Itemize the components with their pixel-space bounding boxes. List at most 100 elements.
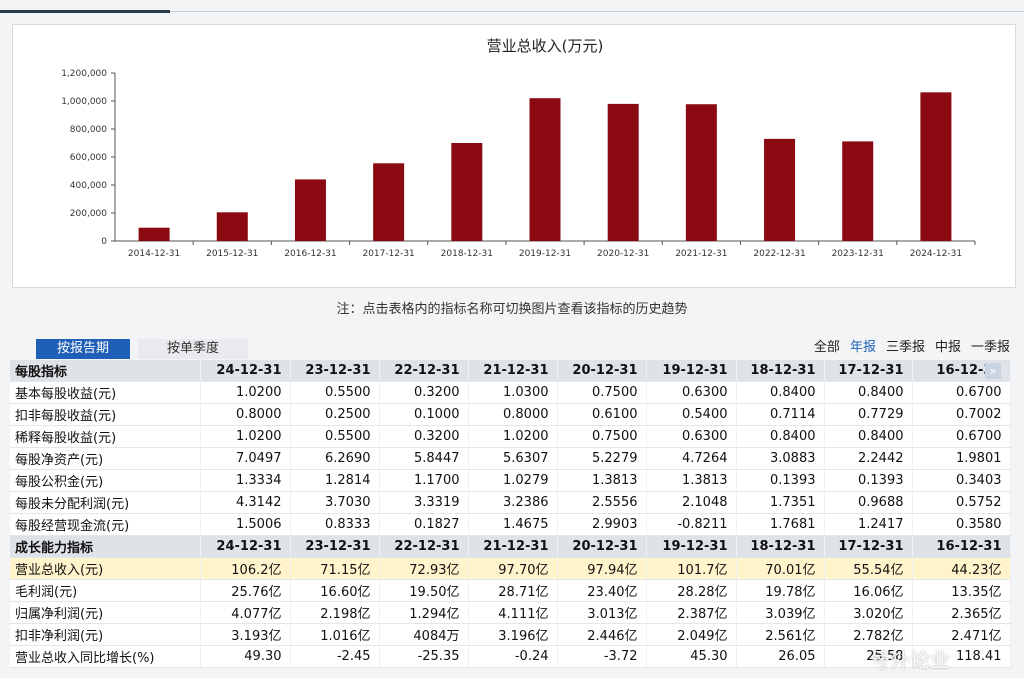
table-cell: 1.4675 xyxy=(468,513,558,536)
table-cell: -25.35 xyxy=(379,645,469,668)
table-cell: 1.016亿 xyxy=(290,623,380,646)
x-tick-label: 2023-12-31 xyxy=(832,249,884,259)
table-row[interactable]: 扣非净利润(元) 3.193亿 1.016亿 4084万 3.196亿 2.446亿 2.0… xyxy=(10,623,1011,646)
period-filter-group: 全部 年报 三季报 中报 一季报 xyxy=(814,336,1010,355)
revenue-chart-panel: 营业总收入(万元) 0 200,000 400,000 600,000 800,000 1,… xyxy=(12,24,1016,288)
table-cell: 1.3813 xyxy=(557,469,647,492)
indicator-name-link[interactable]: 每股未分配利润(元) xyxy=(10,491,201,514)
top-tab-divider xyxy=(170,11,1024,12)
next-columns-arrow-icon[interactable]: » xyxy=(985,363,1001,379)
bar xyxy=(138,227,170,241)
table-cell: 2.198亿 xyxy=(290,601,380,624)
period-header: 22-12-31 xyxy=(379,535,469,558)
table-row-selected[interactable]: 营业总收入(元) 106.2亿 71.15亿 72.93亿 97.70亿 97.94亿 10… xyxy=(10,557,1011,580)
period-header: 24-12-31 xyxy=(200,360,291,382)
table-cell: 19.78亿 xyxy=(736,579,825,602)
table-cell: 0.8400 xyxy=(736,425,825,448)
table-row[interactable]: 每股经营现金流(元) 1.5006 0.8333 0.1827 1.4675 2.9903… xyxy=(10,513,1011,536)
indicator-name-link[interactable]: 每股净资产(元) xyxy=(10,447,201,470)
table-row[interactable]: 每股净资产(元) 7.0497 6.2690 5.8447 5.6307 5.2279 4.… xyxy=(10,447,1011,470)
x-tick-label: 2016-12-31 xyxy=(284,249,336,259)
x-tick-label: 2022-12-31 xyxy=(753,249,805,259)
indicator-name-link[interactable]: 扣非净利润(元) xyxy=(10,623,201,646)
table-cell: 0.6700 xyxy=(912,425,1011,448)
table-cell: 45.30 xyxy=(646,645,737,668)
period-header: 16-12-31 xyxy=(912,535,1011,558)
indicator-name-link[interactable]: 毛利润(元) xyxy=(10,579,201,602)
table-cell: 0.7002 xyxy=(912,403,1011,426)
filter-annual[interactable]: 年报 xyxy=(849,340,876,355)
table-cell: 4.111亿 xyxy=(468,601,558,624)
table-cell: 2.387亿 xyxy=(646,601,737,624)
indicator-name-link[interactable]: 每股公积金(元) xyxy=(10,469,201,492)
indicator-name-link[interactable]: 稀释每股收益(元) xyxy=(10,425,201,448)
table-row[interactable]: 稀释每股收益(元) 1.0200 0.5500 0.3200 1.0200 0.7500 0… xyxy=(10,425,1011,448)
table-cell: 0.8000 xyxy=(468,403,558,426)
table-cell: 118.41 xyxy=(912,645,1011,668)
table-cell: 0.8000 xyxy=(200,403,291,426)
indicator-name-link[interactable]: 每股经营现金流(元) xyxy=(10,513,201,536)
period-header: 19-12-31 xyxy=(646,535,737,558)
table-cell: 1.0200 xyxy=(468,425,558,448)
table-row[interactable]: 每股未分配利润(元) 4.3142 3.7030 3.3319 3.2386 2.5556… xyxy=(10,491,1011,514)
revenue-bar-chart: 营业总收入(万元) 0 200,000 400,000 600,000 800,000 1,… xyxy=(61,37,976,259)
indicator-name-link[interactable]: 基本每股收益(元) xyxy=(10,381,201,404)
filter-q1[interactable]: 一季报 xyxy=(970,340,1010,355)
period-header: 24-12-31 xyxy=(200,535,291,558)
table-cell: 1.3813 xyxy=(646,469,737,492)
table-cell: 0.8400 xyxy=(736,381,825,404)
table-cell: 106.2亿 xyxy=(200,557,291,580)
period-header: 19-12-31 xyxy=(646,360,737,382)
table-row[interactable]: 扣非每股收益(元) 0.8000 0.2500 0.1000 0.8000 0.6100 0… xyxy=(10,403,1011,426)
table-cell: 0.5400 xyxy=(646,403,737,426)
table-cell: 1.5006 xyxy=(200,513,291,536)
table-row[interactable]: 毛利润(元) 25.76亿 16.60亿 19.50亿 28.71亿 23.40亿 28.2… xyxy=(10,579,1011,602)
table-cell: 1.0200 xyxy=(200,425,291,448)
indicator-name-link[interactable]: 营业总收入同比增长(%) xyxy=(10,645,201,668)
table-cell: 3.2386 xyxy=(468,491,558,514)
table-cell: 0.9688 xyxy=(824,491,913,514)
indicator-name-link[interactable]: 扣非每股收益(元) xyxy=(10,403,201,426)
table-row[interactable]: 营业总收入同比增长(%) 49.30 -2.45 -25.35 -0.24 -3.72 45… xyxy=(10,645,1011,668)
table-cell: 4.077亿 xyxy=(200,601,291,624)
bar xyxy=(373,163,405,241)
filter-all[interactable]: 全部 xyxy=(813,340,840,355)
table-cell: 3.039亿 xyxy=(736,601,825,624)
table-cell: 0.6700 xyxy=(912,381,1011,404)
tab-by-report-period[interactable]: 按报告期 xyxy=(36,339,130,359)
y-tick-label: 200,000 xyxy=(70,209,107,219)
table-cell: 0.5500 xyxy=(290,381,380,404)
table-cell: 0.1393 xyxy=(736,469,825,492)
tab-by-single-quarter[interactable]: 按单季度 xyxy=(138,339,248,359)
table-cell: 2.365亿 xyxy=(912,601,1011,624)
table-cell: 44.23亿 xyxy=(912,557,1011,580)
financial-indicators-table: 每股指标 24-12-31 23-12-31 22-12-31 21-12-31 20-1… xyxy=(10,360,1011,668)
table-cell: 1.1700 xyxy=(379,469,469,492)
table-row[interactable]: 基本每股收益(元) 1.0200 0.5500 0.3200 1.0300 0.7500 0… xyxy=(10,381,1011,404)
x-tick-label: 2015-12-31 xyxy=(206,249,258,259)
table-cell: 3.196亿 xyxy=(468,623,558,646)
table-cell: 2.2442 xyxy=(824,447,913,470)
table-cell: 1.0300 xyxy=(468,381,558,404)
indicator-name-link[interactable]: 营业总收入(元) xyxy=(10,557,201,580)
table-cell: 0.6300 xyxy=(646,425,737,448)
period-header: 18-12-31 xyxy=(736,360,825,382)
filter-interim[interactable]: 中报 xyxy=(934,340,961,355)
period-header: 17-12-31 xyxy=(824,535,913,558)
table-cell: 2.5556 xyxy=(557,491,647,514)
top-tab-active-bar xyxy=(0,10,170,13)
table-cell: 16.06亿 xyxy=(824,579,913,602)
bar xyxy=(294,179,326,241)
table-cell: -2.45 xyxy=(290,645,380,668)
indicator-name-link[interactable]: 归属净利润(元) xyxy=(10,601,201,624)
table-row[interactable]: 归属净利润(元) 4.077亿 2.198亿 1.294亿 4.111亿 3.013亿 2.… xyxy=(10,601,1011,624)
y-tick-label: 800,000 xyxy=(70,125,107,135)
table-cell: 0.1000 xyxy=(379,403,469,426)
table-cell: -0.8211 xyxy=(646,513,737,536)
y-tick-label: 0 xyxy=(101,237,107,247)
filter-q3[interactable]: 三季报 xyxy=(885,340,925,355)
table-cell: 0.3403 xyxy=(912,469,1011,492)
table-row[interactable]: 每股公积金(元) 1.3334 1.2814 1.1700 1.0279 1.3813 1.… xyxy=(10,469,1011,492)
table-cell: 16.60亿 xyxy=(290,579,380,602)
table-cell: 1.0200 xyxy=(200,381,291,404)
